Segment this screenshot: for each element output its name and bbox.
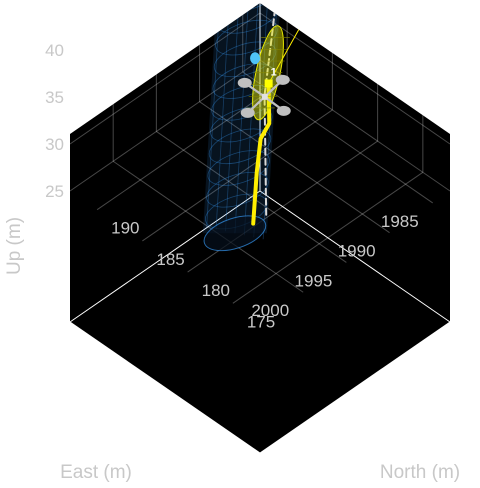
gridline-up-left: [69, 12, 261, 145]
uav-rotor: [275, 74, 290, 85]
up-axis-label: Up (m): [4, 217, 25, 275]
gridline-up-right: [259, 12, 451, 145]
scene-objects: 1: [202, 3, 332, 252]
waypoint-square: [264, 79, 273, 88]
box-edges: [69, 3, 451, 454]
up-tick-label: 30: [45, 135, 64, 154]
up-tick-label: 35: [45, 88, 64, 107]
up-tick-label: 25: [45, 182, 64, 201]
gridline-north-floor: [142, 109, 333, 242]
edge-floor-east: [69, 321, 261, 454]
uav-rotor: [237, 77, 252, 88]
cylinder-ring: [208, 128, 272, 165]
edge-floor-north: [259, 321, 451, 454]
east-tick-label: 1995: [295, 271, 333, 290]
wall-north-up: [260, 3, 450, 322]
cylinder-ring: [215, 19, 278, 56]
east-axis-label: East (m): [60, 462, 132, 483]
gridline-east-floor: [199, 101, 390, 234]
north-tick-label: 190: [111, 219, 139, 238]
ellipsoid-mesh: [261, 37, 290, 38]
cylinder-ring: [210, 106, 273, 143]
east-tick-label: 1990: [338, 242, 376, 261]
gridline-up-left: [69, 0, 144, 51]
east-tick-label: 1985: [381, 212, 419, 231]
cylinder-ring: [212, 63, 275, 99]
cylinder-ring: [206, 172, 269, 208]
north-axis-label: North (m): [380, 462, 460, 483]
gridline-up-right: [308, 0, 451, 98]
ellipsoid-mesh: [258, 48, 288, 50]
cylinder-generator: [234, 3, 251, 234]
ellipsoid-mesh: [256, 60, 285, 62]
flown-path: [251, 81, 272, 226]
cylinder-ring: [207, 150, 270, 186]
cylinder-generator: [243, 3, 260, 236]
ellipsoid-mesh: [253, 72, 283, 74]
gridline-up-right: [259, 59, 451, 192]
north-tick-label: 185: [156, 250, 184, 269]
uav-rotor: [240, 107, 255, 118]
ellipsoid-mesh: [246, 107, 275, 109]
uav-rotor: [276, 105, 291, 116]
wall-east-up: [70, 3, 260, 322]
waypoint-label: 1: [271, 67, 277, 79]
cylinder-bottom-cap: [203, 215, 267, 252]
north-tick-label: 175: [247, 312, 275, 331]
gridline-north-floor: [96, 78, 288, 211]
gridline-up-right: [376, 0, 451, 51]
waypoint-marker-dot: [250, 52, 261, 65]
north-tick-label: 180: [202, 281, 230, 300]
east-tick-label: 2000: [251, 301, 289, 320]
uav-body: [261, 93, 268, 100]
reference-path: [263, 3, 294, 216]
edge-floor-back-left: [69, 190, 261, 323]
edge-floor-back-right: [259, 190, 451, 323]
gridline-up-left: [69, 0, 212, 98]
transition-ellipsoid: [246, 25, 290, 121]
gridline-up-left: [69, 59, 261, 192]
up-tick-label: 40: [45, 41, 64, 60]
uav-icon: [237, 74, 291, 118]
